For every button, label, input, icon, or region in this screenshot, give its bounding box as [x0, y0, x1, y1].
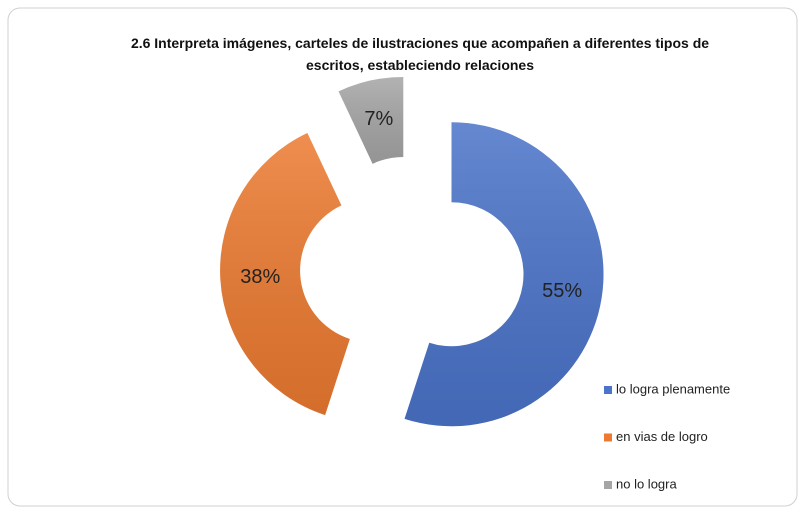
slice-shade: [338, 76, 404, 164]
data-label: 7%: [364, 108, 393, 130]
legend-swatch: [604, 433, 612, 442]
chart-title: 2.6 Interpreta imágenes, carteles de ilu…: [130, 35, 710, 73]
legend-label: no lo logra: [616, 476, 677, 491]
chart-frame: [7, 7, 798, 507]
data-label: 38%: [240, 266, 280, 288]
legend-swatch: [604, 386, 612, 394]
legend-label: lo logra plenamente: [616, 381, 730, 396]
data-label: 55%: [542, 280, 582, 302]
slice-shade: [404, 122, 604, 427]
legend-swatch: [604, 481, 612, 489]
title-box: 2.6 Interpreta imágenes, carteles de ilu…: [130, 35, 710, 73]
legend-label: en vias de logro: [616, 429, 708, 444]
slice-shade: [220, 132, 350, 416]
